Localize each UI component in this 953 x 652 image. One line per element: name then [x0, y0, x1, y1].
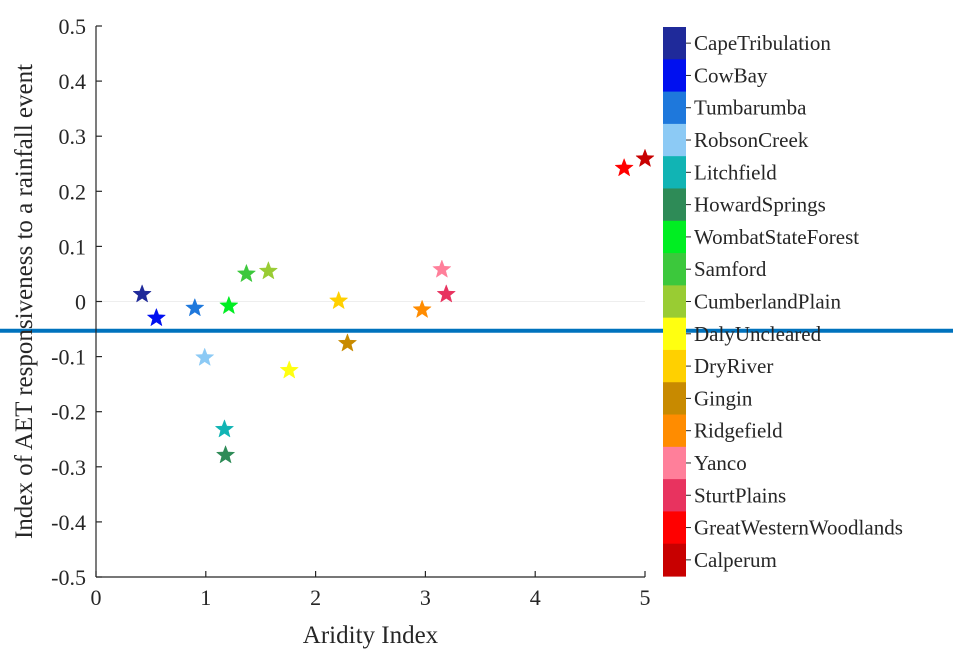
x-tick-label: 5 — [640, 585, 651, 610]
point-cowbay — [146, 307, 167, 327]
y-axis-label: Index of AET responsiveness to a rainfal… — [11, 64, 38, 539]
y-tick-label: -0.1 — [51, 345, 86, 370]
point-samford — [236, 263, 257, 283]
y-tick-label: 0 — [75, 290, 86, 315]
color-legend: CapeTribulation CowBay Tumbarumba RobsonCre… — [663, 27, 903, 577]
point-wombatstateforest — [219, 295, 239, 315]
legend-label-sturtplains: SturtPlains — [694, 483, 786, 507]
x-tick-label: 3 — [420, 585, 431, 610]
legend-label-gingin: Gingin — [694, 386, 753, 410]
legend-swatch-litchfield — [663, 156, 686, 190]
point-cumberlandplain — [258, 260, 279, 280]
x-tick-label: 1 — [200, 585, 211, 610]
y-tick-label: -0.5 — [51, 565, 86, 590]
point-gingin — [337, 333, 358, 352]
y-tick-label: 0.5 — [59, 14, 87, 39]
legend-swatch-howardsprings — [663, 188, 686, 222]
x-tick-label: 0 — [91, 585, 102, 610]
legend-label-samford: Samford — [694, 257, 767, 281]
legend-label-cumberlandplain: CumberlandPlain — [694, 290, 841, 314]
legend-label-wombatstateforest: WombatStateForest — [694, 225, 859, 249]
legend-swatch-robsoncreek — [663, 123, 686, 157]
y-tick-label: 0.4 — [59, 69, 87, 94]
y-tick-label: 0.2 — [59, 179, 87, 204]
legend-swatch-capetribulation — [663, 27, 686, 60]
point-calperum — [635, 148, 655, 168]
point-ridgefield — [412, 299, 432, 319]
legend-label-calperum: Calperum — [694, 548, 777, 572]
point-robsoncreek — [194, 347, 215, 366]
y-axis-ticks: 0.5 0.4 0.3 0.2 0.1 0 -0.1 -0.2 -0.3 -0.4 -0.5 — [51, 14, 102, 590]
y-tick-label: -0.4 — [51, 510, 86, 535]
legend-swatch-calperum — [663, 543, 686, 577]
legend-label-dryriver: DryRiver — [694, 354, 773, 378]
x-tick-label: 2 — [310, 585, 321, 610]
legend-swatch-cumberlandplain — [663, 285, 686, 319]
point-sturtplains — [436, 284, 456, 303]
point-howardsprings — [215, 445, 236, 464]
legend-swatch-yanco — [663, 446, 686, 480]
y-tick-label: -0.2 — [51, 400, 86, 425]
legend-swatch-samford — [663, 253, 686, 286]
legend-label-cowbay: CowBay — [694, 63, 768, 87]
legend-swatch-dalyuncleared — [663, 317, 686, 351]
legend-swatch-gingin — [663, 382, 686, 416]
point-dalyuncleared — [279, 360, 299, 379]
x-axis-label: Aridity Index — [303, 622, 439, 649]
legend-swatch-tumbarumba — [663, 91, 686, 125]
legend-swatch-cowbay — [663, 59, 686, 93]
y-tick-label: -0.3 — [51, 455, 86, 480]
legend-label-tumbarumba: Tumbarumba — [694, 96, 807, 120]
legend-swatch-wombatstateforest — [663, 220, 686, 254]
point-yanco — [432, 259, 452, 278]
legend-swatch-ridgefield — [663, 414, 686, 448]
legend-swatch-greatwesternwoodlands — [663, 511, 686, 545]
y-tick-label: 0.3 — [59, 124, 87, 149]
x-tick-label: 4 — [530, 585, 541, 610]
legend-swatch-dryriver — [663, 349, 686, 383]
legend-label-litchfield: Litchfield — [694, 160, 777, 184]
legend-label-yanco: Yanco — [694, 451, 747, 475]
point-dryriver — [328, 290, 349, 310]
x-axis-ticks: 0 1 2 3 4 5 — [91, 571, 651, 610]
legend-label-howardsprings: HowardSprings — [694, 193, 826, 217]
plot-marks — [132, 148, 655, 464]
legend-label-ridgefield: Ridgefield — [694, 419, 783, 443]
point-tumbarumba — [185, 297, 205, 317]
legend-swatch-sturtplains — [663, 479, 686, 513]
legend-label-robsoncreek: RobsonCreek — [694, 128, 809, 152]
y-tick-label: 0.1 — [59, 234, 87, 259]
point-capetribulation — [132, 284, 152, 303]
point-litchfield — [214, 419, 235, 438]
legend-label-capetribulation: CapeTribulation — [694, 31, 831, 55]
point-greatwesternwoodlands — [614, 157, 634, 177]
legend-label-greatwesternwoodlands: GreatWesternWoodlands — [694, 516, 903, 540]
legend-label-dalyuncleared: DalyUncleared — [694, 322, 822, 346]
